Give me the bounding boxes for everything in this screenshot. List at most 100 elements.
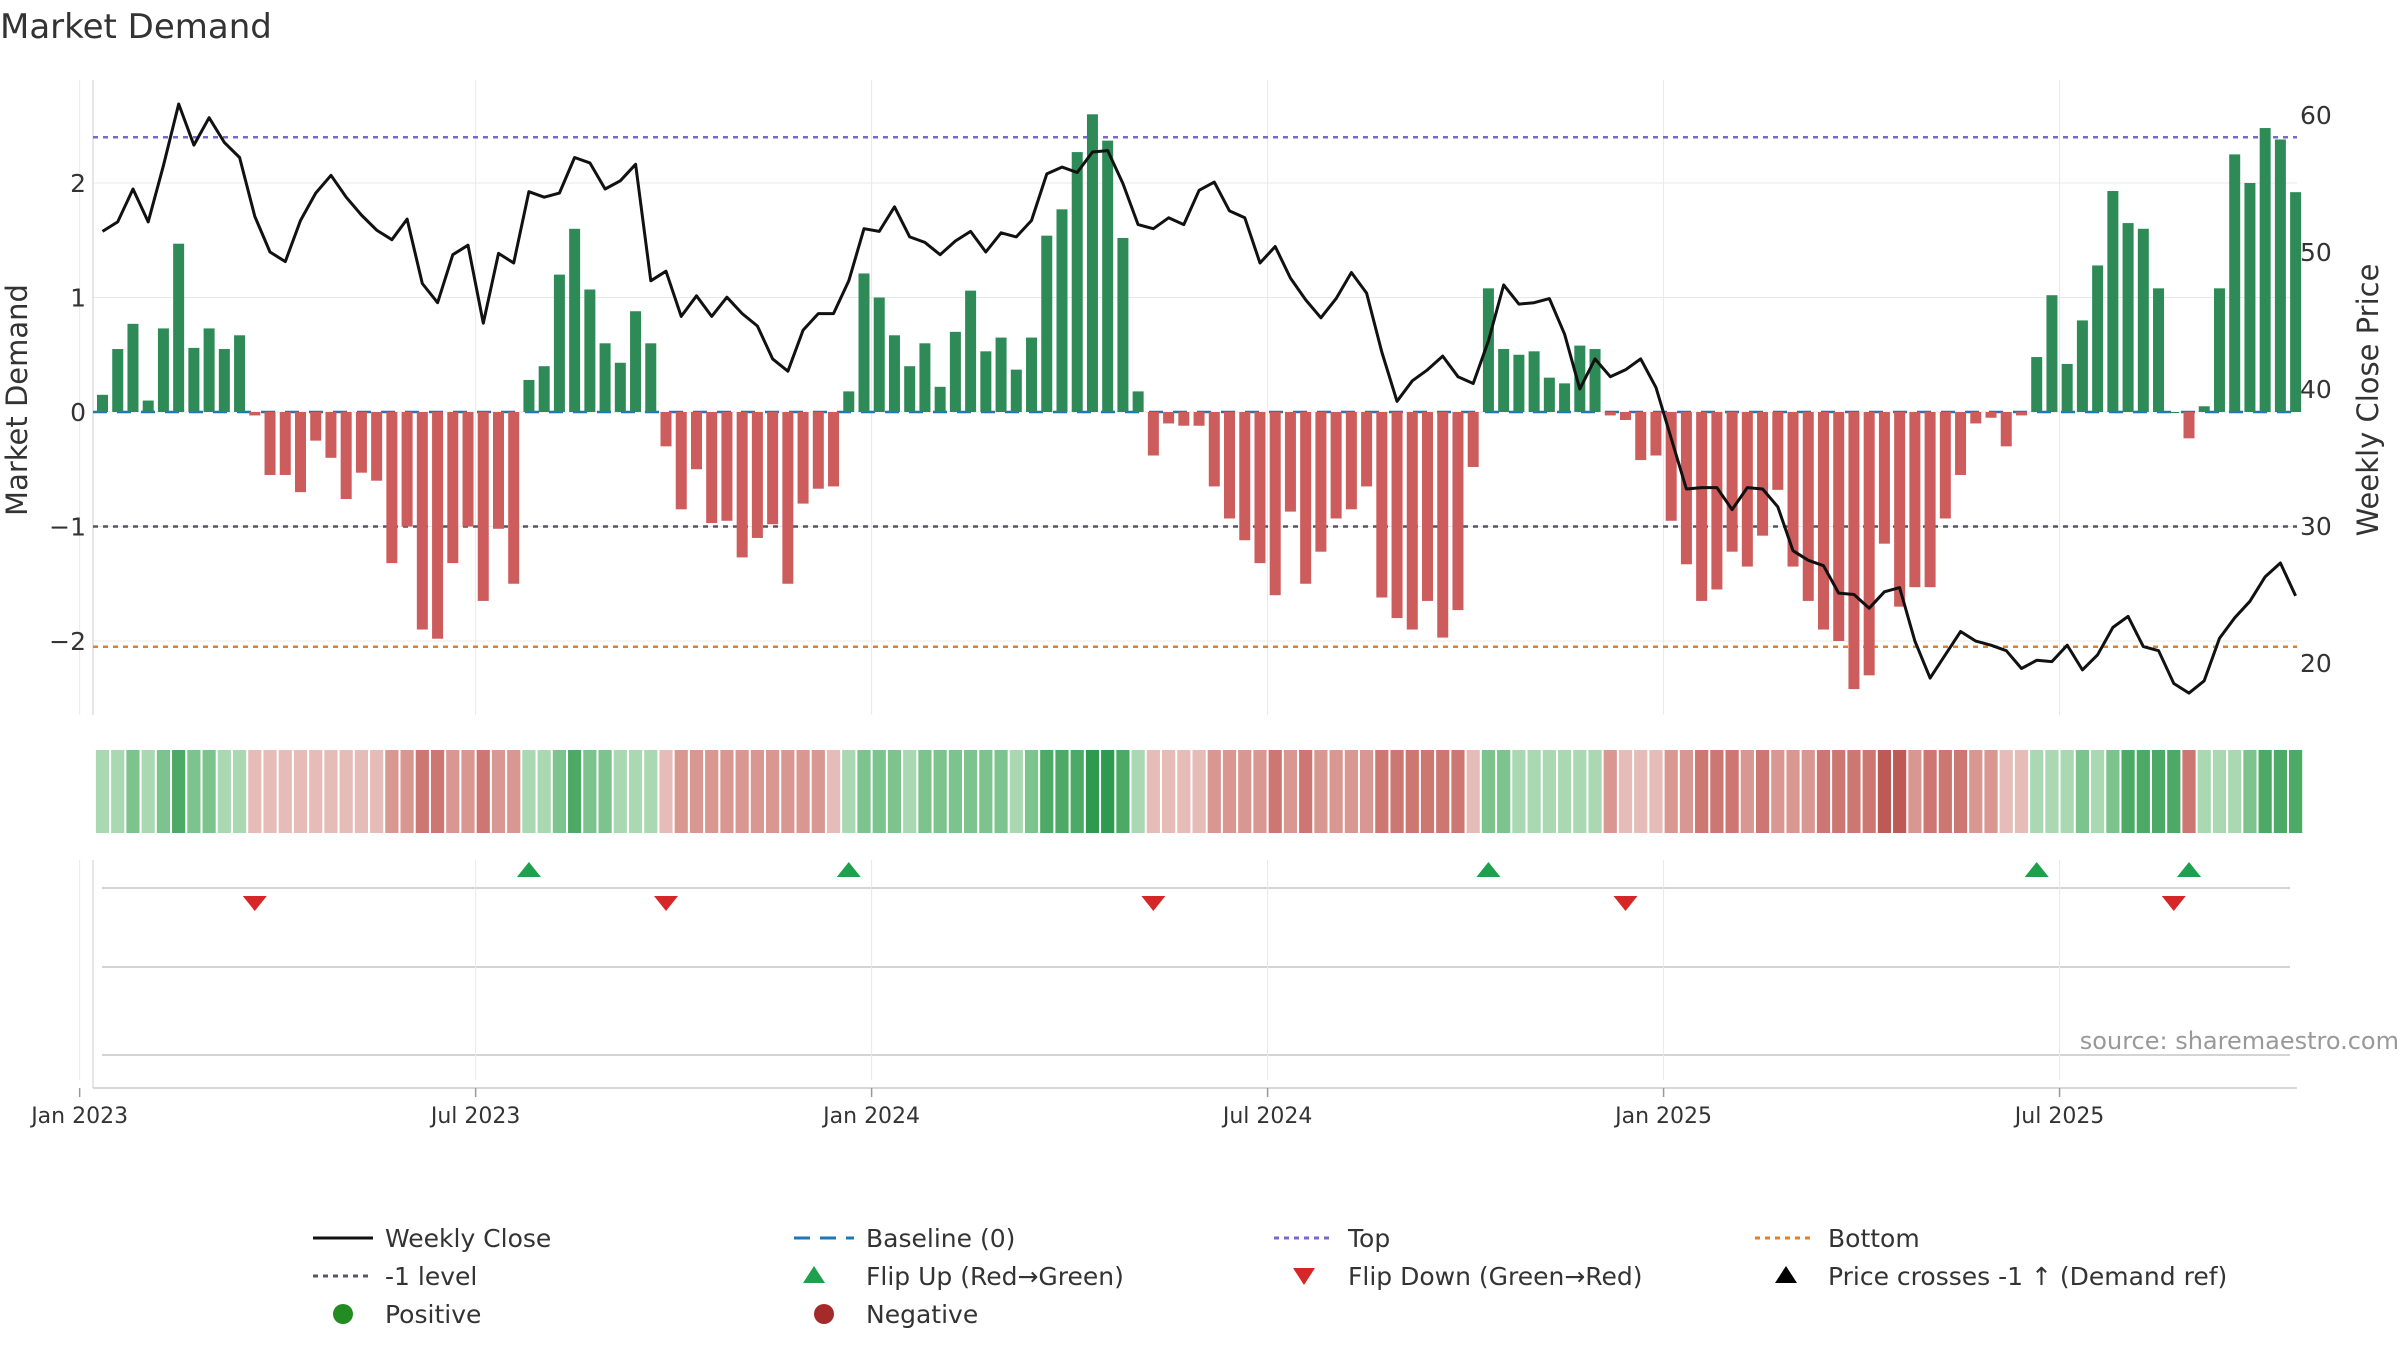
heatmap-cell [1938,750,1952,833]
demand-bar-positive [904,366,916,412]
heatmap-cell [1588,750,1602,833]
heatmap-cell [2258,750,2272,833]
heatmap-cell [415,750,429,833]
demand-bar-positive [2137,228,2149,412]
heatmap-cell [1695,750,1709,833]
demand-bar-positive [919,343,931,412]
demand-bar-positive [888,335,900,412]
demand-bar-negative [660,412,672,447]
demand-bar-negative [1467,412,1479,467]
demand-bar-negative [294,412,306,493]
heatmap-cell [750,750,764,833]
right-tick-label: 50 [2300,238,2332,267]
demand-bar-negative [1772,412,1784,490]
x-tick-label: Jan 2024 [821,1104,920,1129]
heatmap-cell [461,750,475,833]
demand-bar-positive [142,400,154,412]
demand-bar-positive [2031,357,2043,412]
demand-bar-positive [112,349,124,412]
heatmap-cell [1253,750,1267,833]
main-gridlines [79,80,2297,715]
right-tick-label: 60 [2300,101,2332,130]
heatmap-cell [1816,750,1831,833]
legend-item-flip-down: Flip Down (Green→Red) [1293,1262,1643,1291]
demand-bar-positive [234,335,246,412]
demand-bar-positive [995,337,1007,412]
demand-bar-positive [569,228,581,412]
heatmap-cell [1969,750,1983,833]
heatmap-cell [1177,750,1191,833]
demand-bar-positive [2046,295,2058,412]
demand-bar-positive [980,351,992,412]
heatmap-cell [628,750,643,833]
demand-bar-negative [447,412,459,564]
demand-bar-positive [2122,223,2134,412]
demand-bar-positive [1543,377,1555,412]
demand-bar-negative [1955,412,1967,475]
demand-bar-negative [1376,412,1388,598]
heatmap-cell [156,750,171,833]
heatmap-cell [933,750,947,833]
svg-text:Top: Top [1347,1224,1390,1253]
left-tick-label: −1 [49,513,86,542]
demand-bar-negative [1178,412,1190,426]
heatmap-cell [1649,750,1663,833]
heatmap-cell [2030,750,2044,833]
demand-bar-negative [1284,412,1296,512]
heatmap-cell [2151,750,2166,833]
demand-bar-negative [1422,412,1434,601]
heatmap-cell [1953,750,1968,833]
heatmap-cell [1436,750,1450,833]
demand-bar-positive [1041,235,1053,412]
left-tick-label: 1 [70,284,86,313]
heatmap-cell [811,750,825,833]
flip-up-marker [2177,862,2202,877]
demand-bar-negative [432,412,444,639]
demand-bar-positive [1528,351,1540,412]
demand-bar-negative [1330,412,1342,519]
demand-bar-negative [2183,412,2195,439]
heatmap-cell [1466,750,1480,833]
heatmap-cell [309,750,323,833]
heatmap-cell [1040,750,1054,833]
demand-bar-positive [1056,209,1068,412]
demand-bar-positive [934,386,946,412]
heatmap-cell [842,750,856,833]
heatmap-cell [1832,750,1846,833]
weekly-close-polyline [101,102,2297,695]
heatmap-cell [476,750,490,833]
heatmap-cell [1573,750,1587,833]
demand-bar-negative [1833,412,1845,641]
demand-bar-negative [1208,412,1220,487]
demand-bar-negative [828,412,840,487]
demand-bar-negative [1985,412,1997,418]
demand-bar-negative [1696,412,1708,601]
heatmap-cell [1634,750,1648,833]
demand-bar-negative [1163,412,1175,424]
heatmap-cell [2228,750,2242,833]
heatmap-cell [1877,750,1892,833]
heatmap-cell [1101,750,1115,833]
demand-bar-positive [858,273,870,412]
heatmap-cell [1207,750,1221,833]
demand-bar-negative [1817,412,1829,630]
legend-item-minus-one: -1 level [313,1262,477,1291]
demand-bar-positive [127,323,139,412]
demand-bar-positive [630,311,642,412]
right-axis-ticks: 60 50 40 30 20 [2300,101,2332,678]
legend-item-price-cross: Price crosses -1 ↑ (Demand ref) [1775,1262,2227,1291]
demand-bar-negative [508,412,520,584]
flip-up-icon [803,1266,825,1283]
demand-bar-positive [2092,265,2104,412]
heatmap-cell [1192,750,1206,833]
demand-bar-positive [584,289,596,412]
flip-up-marker [1476,862,1501,877]
demand-bar-negative [1635,412,1647,461]
heatmap-cell [1359,750,1374,833]
heatmap-cell [1984,750,1998,833]
heatmap-cell [689,750,704,833]
left-tick-label: 2 [70,169,86,198]
heatmap-cell [857,750,871,833]
legend-item-positive: Positive [333,1300,481,1329]
heatmap-cell [598,750,612,833]
